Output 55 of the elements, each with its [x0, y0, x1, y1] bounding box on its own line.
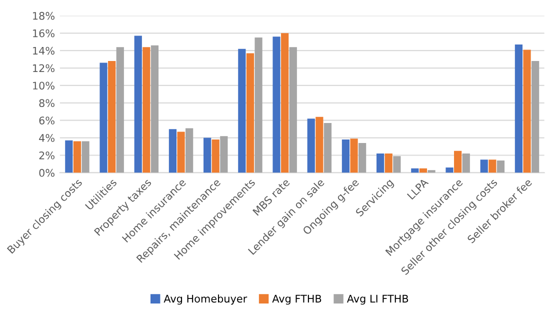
y-tick-label: 14%	[33, 46, 54, 55]
bar	[254, 38, 262, 173]
bar	[532, 61, 540, 173]
bar	[514, 44, 523, 173]
bar	[419, 168, 428, 173]
bar	[177, 132, 185, 173]
bar	[116, 47, 124, 173]
y-tick-label: 2%	[39, 151, 54, 160]
bar	[272, 36, 280, 173]
bar	[446, 167, 454, 173]
bar	[488, 160, 496, 173]
y-tick-label: 0%	[39, 168, 54, 177]
legend-label: Avg Homebuyer	[164, 294, 248, 305]
bar	[496, 160, 505, 173]
bar	[108, 61, 116, 173]
bar	[411, 168, 419, 173]
bar	[212, 140, 220, 173]
bar	[523, 50, 531, 173]
bar	[376, 154, 384, 173]
bar	[350, 138, 358, 173]
bar	[150, 45, 159, 173]
y-tick-label: 10%	[33, 82, 54, 90]
bar	[134, 36, 142, 173]
bar	[316, 116, 324, 173]
y-tick-label: 18%	[33, 12, 54, 20]
bar	[428, 170, 436, 173]
bar	[358, 143, 366, 173]
bar	[142, 47, 150, 173]
y-tick-label: 6%	[39, 116, 54, 124]
bar	[186, 128, 194, 173]
bar	[82, 141, 90, 173]
bar	[168, 129, 177, 173]
legend-label: Avg LI FTHB	[346, 294, 408, 305]
y-tick-label: 16%	[33, 29, 54, 38]
y-tick-label: 12%	[33, 64, 54, 72]
bar	[384, 154, 392, 173]
bar	[281, 33, 289, 173]
bar	[454, 150, 462, 173]
bar	[238, 48, 246, 173]
bar	[100, 62, 108, 173]
bar	[246, 53, 254, 173]
bar	[65, 140, 73, 173]
bar	[324, 122, 332, 173]
bar	[73, 141, 82, 173]
bar	[462, 154, 470, 173]
bar	[393, 156, 401, 173]
y-tick-label: 8%	[39, 99, 54, 108]
bar	[204, 138, 212, 173]
bar	[342, 140, 350, 173]
legend-label: Avg FTHB	[272, 294, 322, 305]
y-tick-label: 4%	[39, 134, 54, 142]
bar	[289, 47, 297, 173]
bar	[220, 136, 228, 173]
bar	[480, 160, 488, 173]
bar	[307, 118, 315, 173]
